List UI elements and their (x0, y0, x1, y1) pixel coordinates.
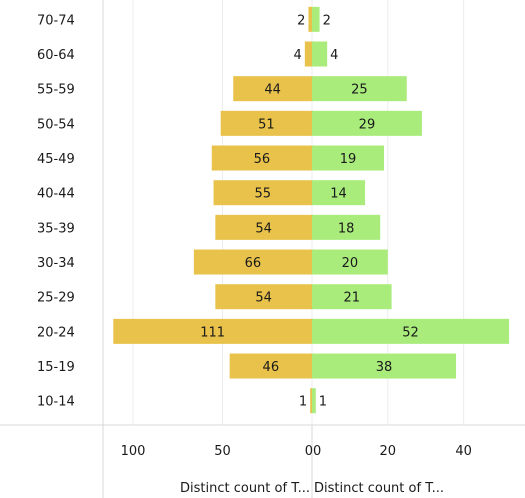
category-label: 50-54 (37, 117, 75, 132)
data-label-right: 19 (340, 152, 357, 167)
data-label-right: 21 (344, 291, 361, 306)
data-label-right: 20 (342, 256, 359, 271)
data-label-left: 51 (258, 117, 275, 132)
bar-right (312, 353, 457, 379)
bar-left (213, 180, 312, 206)
data-label-left: 46 (263, 360, 280, 375)
bar-right (312, 214, 381, 240)
tick-label-left: 100 (121, 444, 146, 459)
category-label: 25-29 (37, 291, 75, 306)
bar-left (304, 41, 312, 67)
bar-right (312, 180, 366, 206)
data-label-left: 44 (264, 83, 281, 98)
data-label-left: 55 (255, 187, 272, 202)
bar-left (229, 353, 312, 379)
data-label-left: 4 (294, 48, 302, 63)
bar-right (312, 41, 328, 67)
right-axis-title: Distinct count of T... (314, 481, 444, 496)
data-label-right: 4 (330, 48, 338, 63)
axis-layer: 100 50 0 0 20 40 Distinct count of T... Distinc… (121, 444, 472, 496)
data-label-right: 1 (319, 395, 327, 410)
bar-right (312, 318, 510, 344)
category-label: 10-14 (37, 395, 75, 410)
tick-label-right: 40 (455, 444, 472, 459)
bar-right (312, 284, 392, 310)
category-label: 30-34 (37, 256, 75, 271)
data-label-left: 111 (200, 325, 225, 340)
data-label-left: 54 (255, 291, 272, 306)
category-label: 35-39 (37, 221, 75, 236)
bar-left (215, 214, 312, 240)
data-label-right: 14 (330, 187, 347, 202)
left-axis-title: Distinct count of T... (180, 481, 310, 496)
bar-left (211, 145, 312, 171)
data-label-left: 1 (299, 395, 307, 410)
bar-left (233, 76, 312, 102)
tick-label-left: 50 (214, 444, 231, 459)
data-label-left: 2 (297, 13, 305, 28)
data-label-right: 52 (402, 325, 419, 340)
bar-right (312, 249, 388, 275)
data-label-right: 2 (323, 13, 331, 28)
bar-left (215, 284, 312, 310)
data-label-right: 18 (338, 221, 355, 236)
tick-label-right: 20 (380, 444, 397, 459)
tick-label-left: 0 (305, 444, 313, 459)
category-label: 70-74 (37, 13, 75, 28)
category-label: 40-44 (37, 187, 75, 202)
tick-label-right: 0 (313, 444, 321, 459)
category-label: 55-59 (37, 83, 75, 98)
data-label-right: 25 (351, 83, 368, 98)
category-label: 45-49 (37, 152, 75, 167)
bar-right (312, 388, 316, 414)
bar-left (310, 388, 312, 414)
category-label: 60-64 (37, 48, 75, 63)
bar-left (193, 249, 312, 275)
data-label-left: 54 (255, 221, 272, 236)
category-label: 20-24 (37, 325, 75, 340)
bar-left (220, 110, 312, 136)
bar-right (312, 110, 422, 136)
bar-right (312, 6, 320, 32)
bar-right (312, 145, 385, 171)
bar-left (113, 318, 312, 344)
bar-left (308, 6, 312, 32)
data-label-left: 66 (245, 256, 262, 271)
category-label: 15-19 (37, 360, 75, 375)
data-label-right: 38 (376, 360, 393, 375)
data-label-right: 29 (359, 117, 376, 132)
bar-right (312, 76, 407, 102)
bar-layer (113, 6, 510, 414)
data-label-left: 56 (254, 152, 271, 167)
